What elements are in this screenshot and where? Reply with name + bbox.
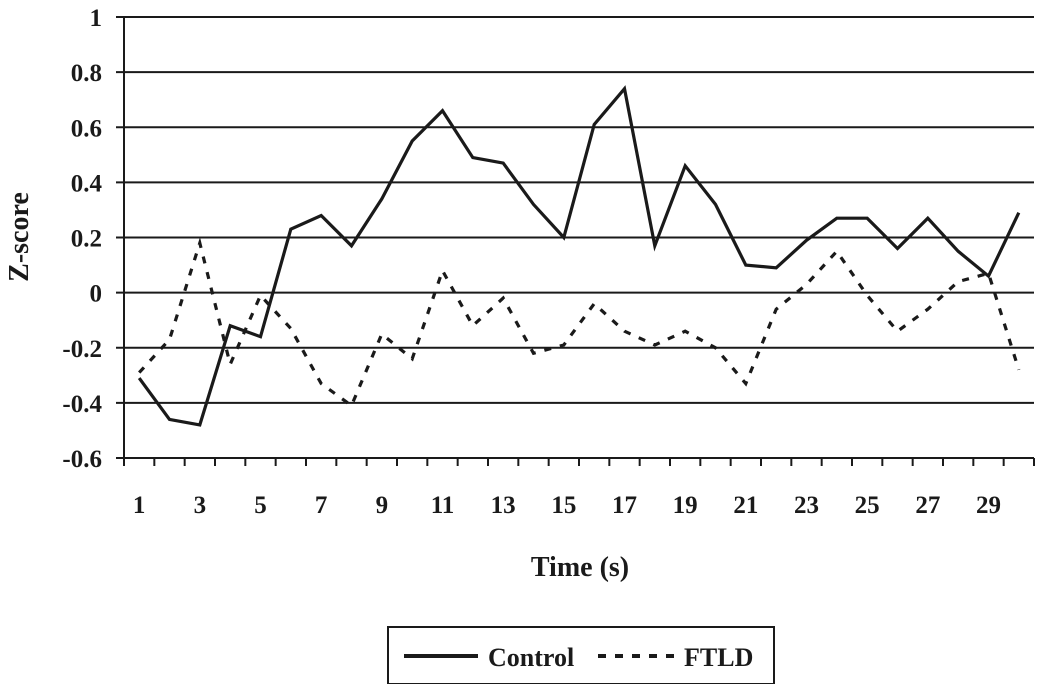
x-tick-label: 23 [794, 492, 819, 519]
x-tick-label: 29 [976, 492, 1001, 519]
y-tick-label: 0.2 [71, 226, 102, 253]
x-tick-labels: 1 3 5 7 9 11 13 15 17 19 21 23 25 27 29 [133, 492, 1001, 519]
y-tick-label: 0.4 [71, 170, 103, 197]
x-tick-label: 5 [254, 492, 267, 519]
x-tick-label: 7 [315, 492, 328, 519]
x-tick-label: 11 [431, 492, 455, 519]
y-tick-label: 0.6 [71, 115, 102, 142]
x-axis-title: Time (s) [531, 552, 629, 583]
series-line-ftld [138, 237, 1021, 409]
series-line-control [137, 85, 1021, 427]
x-tick-label: 3 [194, 492, 207, 519]
y-tick-label: -0.2 [62, 336, 102, 363]
x-tick-label: 15 [551, 492, 576, 519]
y-tick-label: 0.8 [71, 60, 102, 87]
y-tick-label: 1 [90, 5, 103, 32]
x-tick-label: 21 [733, 492, 758, 519]
x-tick-label: 19 [673, 492, 698, 519]
y-tick-label: 0 [90, 281, 103, 308]
legend-label-ftld: FTLD [684, 643, 753, 672]
x-tick-label: 27 [915, 492, 940, 519]
y-axis-title: Z-score [4, 192, 35, 282]
series-lines [137, 85, 1021, 427]
y-tick-labels: 1 0.8 0.6 0.4 0.2 0 -0.2 -0.4 -0.6 [62, 5, 102, 473]
gridlines [124, 16, 1034, 404]
y-tick-label: -0.4 [62, 391, 102, 418]
x-tick-label: 25 [855, 492, 880, 519]
x-tick-label: 1 [133, 492, 146, 519]
legend: Control FTLD [387, 626, 775, 684]
axes [116, 16, 1035, 466]
legend-label-control: Control [488, 643, 574, 672]
x-tick-label: 13 [491, 492, 516, 519]
y-tick-label: -0.6 [62, 446, 102, 473]
x-tick-label: 9 [376, 492, 389, 519]
x-tick-label: 17 [612, 492, 637, 519]
